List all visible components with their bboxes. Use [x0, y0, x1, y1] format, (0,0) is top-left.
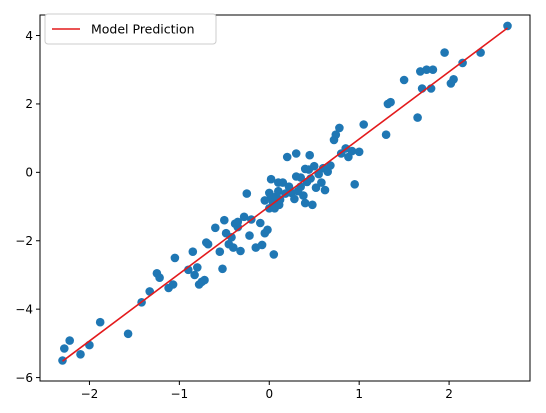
data-point: [440, 48, 449, 57]
data-point: [359, 120, 369, 129]
legend-box: [44, 13, 217, 45]
data-point: [211, 223, 220, 233]
data-point: [413, 113, 422, 122]
data-point: [449, 75, 458, 84]
data-point: [65, 336, 74, 345]
data-point: [60, 344, 69, 353]
data-point: [260, 196, 270, 205]
data-point: [255, 218, 265, 228]
data-point: [305, 150, 315, 160]
data-point: [200, 275, 209, 285]
model-prediction-line-group: [62, 27, 508, 362]
data-point: [317, 178, 326, 187]
data-point: [335, 123, 344, 133]
data-point: [236, 246, 245, 256]
data-point: [381, 130, 391, 139]
x-tick-label: 1: [355, 387, 363, 401]
data-point: [242, 189, 252, 198]
data-point: [326, 161, 335, 170]
y-tick-label: −4: [15, 302, 33, 316]
data-point: [227, 233, 236, 242]
x-tick-label: −1: [171, 387, 189, 401]
data-point: [215, 247, 225, 256]
data-point: [503, 21, 512, 31]
data-point: [220, 215, 229, 225]
y-tick-label: 4: [25, 29, 33, 43]
x-tick-label: 0: [265, 387, 273, 401]
data-point: [245, 231, 254, 240]
data-point: [350, 180, 360, 189]
data-point: [308, 200, 317, 210]
data-point: [263, 225, 272, 235]
data-point: [300, 164, 310, 174]
x-tick-label: −2: [81, 387, 99, 401]
data-point: [193, 263, 202, 272]
legend: Model Prediction: [44, 13, 217, 45]
data-point: [76, 350, 85, 359]
x-tick-label: 2: [445, 387, 453, 401]
data-point: [311, 183, 321, 192]
model-prediction-line: [62, 27, 508, 362]
data-point: [399, 75, 409, 85]
data-point: [331, 130, 341, 139]
data-point: [309, 161, 319, 171]
data-point: [320, 185, 330, 195]
data-point: [170, 253, 180, 263]
data-point: [299, 191, 308, 200]
data-point: [229, 243, 238, 252]
data-point: [85, 340, 94, 350]
data-point: [290, 194, 299, 204]
data-point: [296, 173, 306, 182]
data-point: [202, 238, 211, 247]
y-tick-label: −6: [15, 371, 33, 385]
data-point: [422, 65, 431, 74]
plot-frame: [39, 14, 531, 382]
data-point: [155, 273, 164, 283]
axes: [39, 14, 531, 382]
y-tick-label: 2: [25, 97, 33, 111]
data-point: [123, 329, 133, 339]
data-point: [239, 212, 249, 222]
data-point: [347, 146, 357, 156]
data-point: [274, 186, 283, 196]
data-point: [266, 174, 276, 184]
data-point: [218, 264, 227, 274]
y-tick-label: 0: [25, 166, 33, 180]
data-point: [188, 247, 198, 256]
y-tick-label: −2: [15, 234, 33, 248]
data-point: [386, 97, 395, 107]
data-point: [282, 152, 292, 162]
legend-label: Model Prediction: [91, 22, 195, 37]
data-point: [354, 147, 364, 157]
data-point: [428, 65, 438, 74]
data-point: [274, 178, 283, 187]
data-point: [190, 270, 199, 280]
data-point: [300, 198, 310, 208]
data-point: [291, 149, 301, 158]
data-point: [95, 317, 105, 327]
data-point: [269, 250, 279, 259]
ticks: −2 −1 0 1 2 −6 −4 −2 0 2 4: [15, 29, 453, 401]
data-point: [257, 240, 267, 250]
data-point: [233, 217, 243, 227]
data-point: [168, 280, 178, 289]
